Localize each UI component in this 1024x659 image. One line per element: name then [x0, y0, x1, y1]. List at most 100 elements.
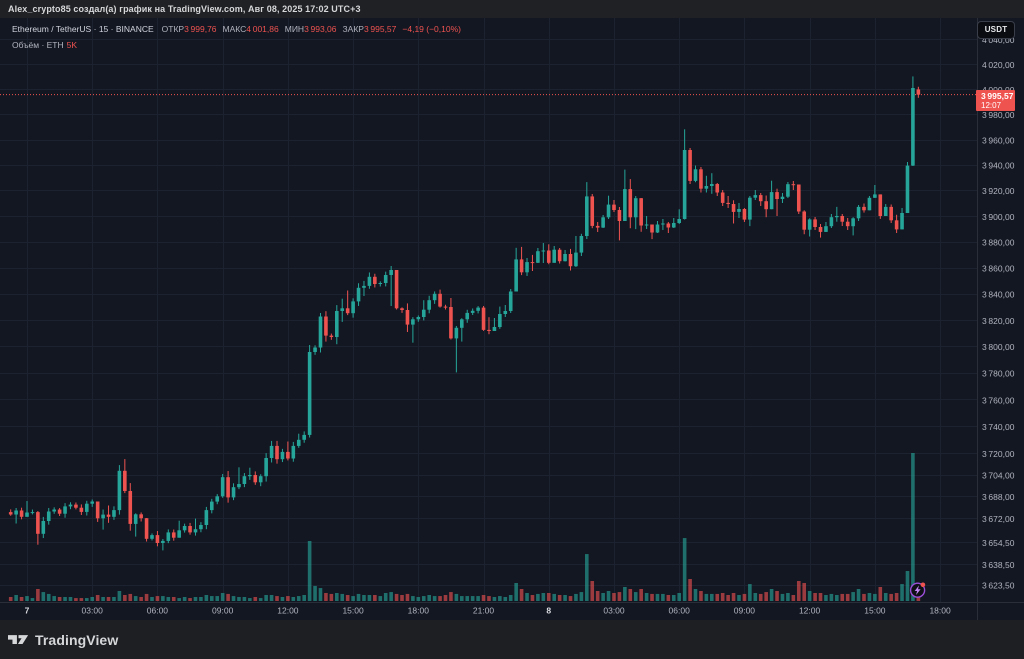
page-title: Alex_crypto85 создал(а) график на Tradin… — [8, 4, 361, 14]
volume-bar — [313, 585, 317, 601]
time-axis-label: 8 — [546, 606, 551, 616]
candle-body — [883, 206, 888, 216]
volume-bar — [438, 596, 442, 601]
volume-label: Объём · ETH — [12, 40, 64, 50]
price-axis-label: 3 800,00 — [982, 342, 1015, 352]
volume-bar — [209, 596, 214, 601]
candle — [8, 509, 13, 516]
candle — [188, 522, 192, 535]
candle-wick — [792, 181, 794, 190]
candle-body — [144, 518, 149, 539]
volume-bar — [46, 593, 51, 601]
candle — [796, 184, 801, 214]
volume-bar — [563, 595, 567, 601]
lightning-icon[interactable] — [909, 581, 927, 599]
volume-bar — [595, 591, 600, 601]
volume-bar — [835, 595, 839, 601]
volume-bar — [541, 593, 546, 601]
candle-body — [873, 194, 877, 198]
volume-bar — [498, 596, 502, 601]
candle-body — [894, 220, 899, 230]
candle-body — [269, 445, 274, 458]
candle — [726, 195, 730, 208]
candle-body — [818, 227, 823, 232]
candle — [291, 441, 296, 462]
candle — [248, 467, 252, 480]
candle-body — [313, 347, 317, 352]
volume-bar — [552, 593, 556, 601]
candle-body — [563, 254, 567, 262]
candle — [601, 215, 605, 228]
volume-bar — [666, 595, 671, 601]
candle-body — [275, 445, 279, 460]
separator: · — [110, 24, 114, 34]
candle-body — [585, 196, 589, 236]
candle — [383, 271, 388, 287]
volume-bar — [443, 595, 448, 601]
volume-bar — [177, 598, 181, 601]
candle — [133, 513, 138, 537]
volume-bar — [873, 593, 877, 601]
candle — [193, 518, 198, 536]
volume-bar — [655, 593, 660, 601]
candle — [639, 198, 643, 232]
candle — [677, 209, 682, 224]
volume-bar — [117, 591, 122, 601]
volume-bar — [536, 593, 540, 601]
volume-bar — [454, 593, 459, 601]
volume-bar — [106, 597, 111, 601]
candle — [36, 511, 40, 545]
candle — [780, 193, 785, 204]
open-value: 3 999,76 — [184, 24, 217, 34]
volume-bar — [95, 595, 100, 601]
price-axis-label: 3 920,00 — [982, 186, 1015, 196]
volume-bar — [291, 597, 296, 601]
candle-body — [30, 512, 35, 514]
candle-body — [356, 287, 361, 302]
candle — [128, 483, 133, 531]
candle-body — [824, 226, 828, 232]
candle — [682, 129, 687, 220]
volume-bar — [356, 593, 361, 601]
volume-bar — [171, 597, 176, 601]
candle — [411, 317, 415, 343]
candle-body — [780, 196, 785, 200]
volume-bar — [128, 593, 133, 601]
candle-body — [335, 311, 339, 338]
volume-bar — [889, 593, 893, 601]
candle-body — [503, 311, 508, 314]
candle-body — [856, 206, 861, 219]
candle-body — [661, 223, 665, 225]
candle-body — [248, 475, 252, 477]
volume-bar — [237, 597, 241, 601]
legend-symbol-row: Ethereum / TetherUS · 15 · BINANCE ОТКР3 … — [12, 22, 461, 36]
price-axis-label: 4 040,00 — [982, 35, 1015, 45]
candle-wick — [194, 518, 196, 536]
candle — [405, 303, 410, 332]
candle — [764, 195, 768, 218]
tradingview-logo[interactable]: TradingView — [8, 629, 118, 651]
candle — [574, 236, 578, 267]
candle-body — [813, 219, 817, 227]
candle-body — [655, 224, 660, 233]
currency-button[interactable]: USDT — [977, 21, 1015, 39]
candle — [786, 182, 790, 199]
candle — [845, 218, 850, 231]
price-axis[interactable]: 4 040,00 4 020,00 4 000,00 3 980,00 3 960,00… — [982, 35, 1015, 591]
volume-bar — [650, 593, 654, 601]
candlestick-chart[interactable]: 4 040,00 4 020,00 4 000,00 3 980,00 3 960,00… — [0, 18, 1024, 620]
price-axis-label: 3 672,00 — [982, 514, 1015, 524]
candle-body — [786, 184, 790, 197]
volume-bar — [52, 596, 56, 601]
candle — [536, 248, 540, 263]
volume-bar — [405, 593, 410, 601]
candle-body — [737, 209, 741, 212]
candle — [63, 503, 67, 518]
candle-wick — [852, 217, 854, 236]
time-axis[interactable]: 7 03:00 06:00 09:00 12:00 15:00 18:00 21:00 8 03:… — [25, 606, 951, 616]
candle-body — [166, 532, 171, 541]
candle-wick — [135, 513, 137, 537]
candle — [851, 217, 855, 236]
candle-body — [693, 169, 698, 181]
candle-body — [171, 532, 176, 538]
